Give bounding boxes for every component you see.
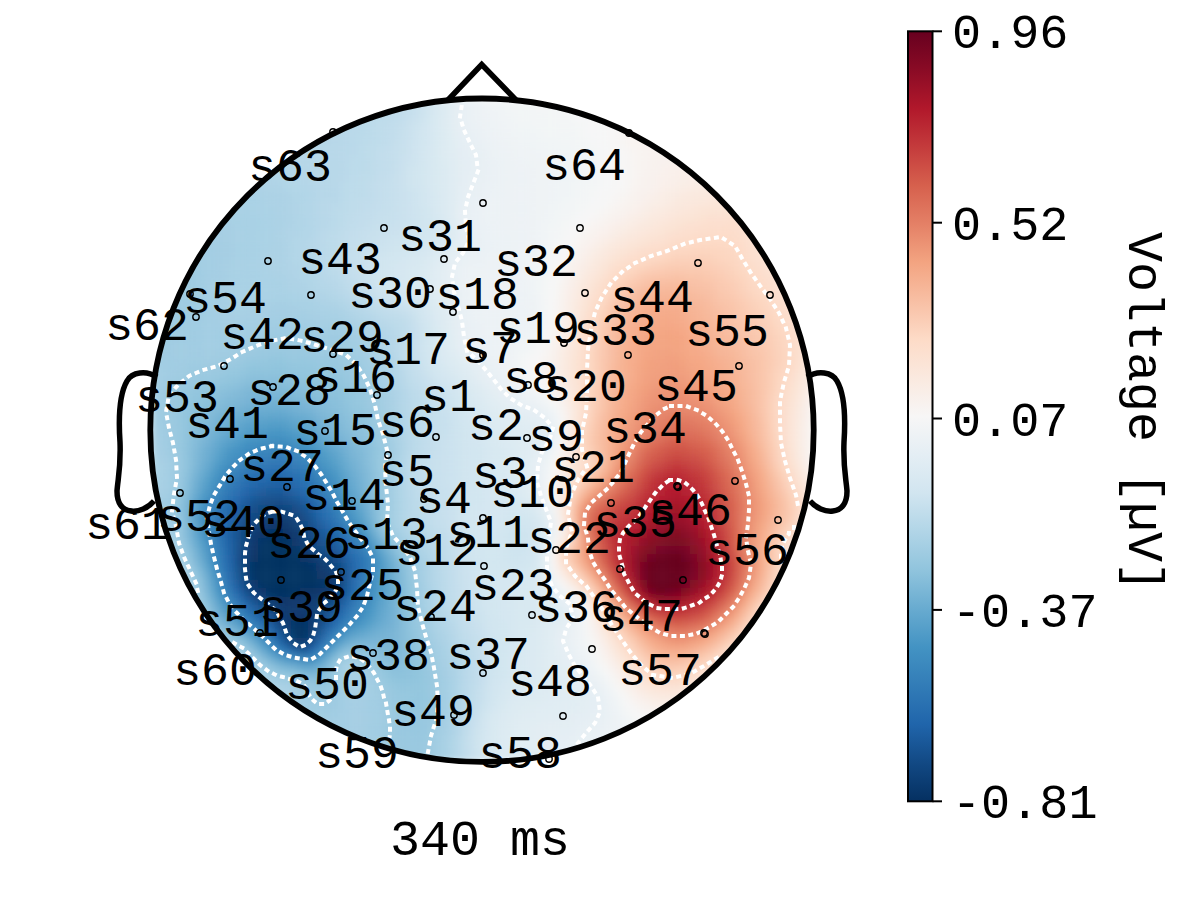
svg-text:s2: s2 xyxy=(468,401,524,454)
svg-text:s43: s43 xyxy=(298,235,382,288)
svg-text:s64: s64 xyxy=(542,141,626,194)
svg-text:s52: s52 xyxy=(157,492,241,545)
svg-text:340 ms: 340 ms xyxy=(390,813,570,870)
svg-text:0.96: 0.96 xyxy=(952,8,1068,63)
svg-text:s31: s31 xyxy=(398,212,482,265)
svg-text:s32: s32 xyxy=(494,237,578,290)
svg-text:s60: s60 xyxy=(173,646,257,699)
svg-text:s57: s57 xyxy=(618,646,702,699)
svg-text:s56: s56 xyxy=(705,526,789,579)
svg-text:s51: s51 xyxy=(195,597,279,650)
svg-text:s55: s55 xyxy=(685,307,769,360)
svg-text:s63: s63 xyxy=(248,142,332,195)
svg-text:-0.81: -0.81 xyxy=(952,778,1098,833)
svg-text:Voltage [µV]: Voltage [µV] xyxy=(1114,232,1171,592)
svg-text:s49: s49 xyxy=(391,687,475,740)
svg-text:s19: s19 xyxy=(496,304,580,357)
svg-text:s58: s58 xyxy=(478,729,562,782)
svg-text:s54: s54 xyxy=(183,274,267,327)
svg-text:s45: s45 xyxy=(654,362,738,415)
svg-text:s44: s44 xyxy=(610,273,694,326)
svg-text:s53: s53 xyxy=(135,373,219,426)
svg-text:s48: s48 xyxy=(508,657,592,710)
svg-text:-0.37: -0.37 xyxy=(952,587,1098,642)
svg-text:s47: s47 xyxy=(599,592,683,645)
svg-text:s59: s59 xyxy=(315,729,399,782)
svg-text:s50: s50 xyxy=(285,660,369,713)
svg-text:0.07: 0.07 xyxy=(952,396,1068,451)
svg-text:s61: s61 xyxy=(85,500,169,553)
svg-text:s24: s24 xyxy=(393,582,477,635)
svg-text:0.52: 0.52 xyxy=(952,200,1068,255)
svg-text:s5: s5 xyxy=(379,447,435,500)
svg-text:s62: s62 xyxy=(105,301,189,354)
